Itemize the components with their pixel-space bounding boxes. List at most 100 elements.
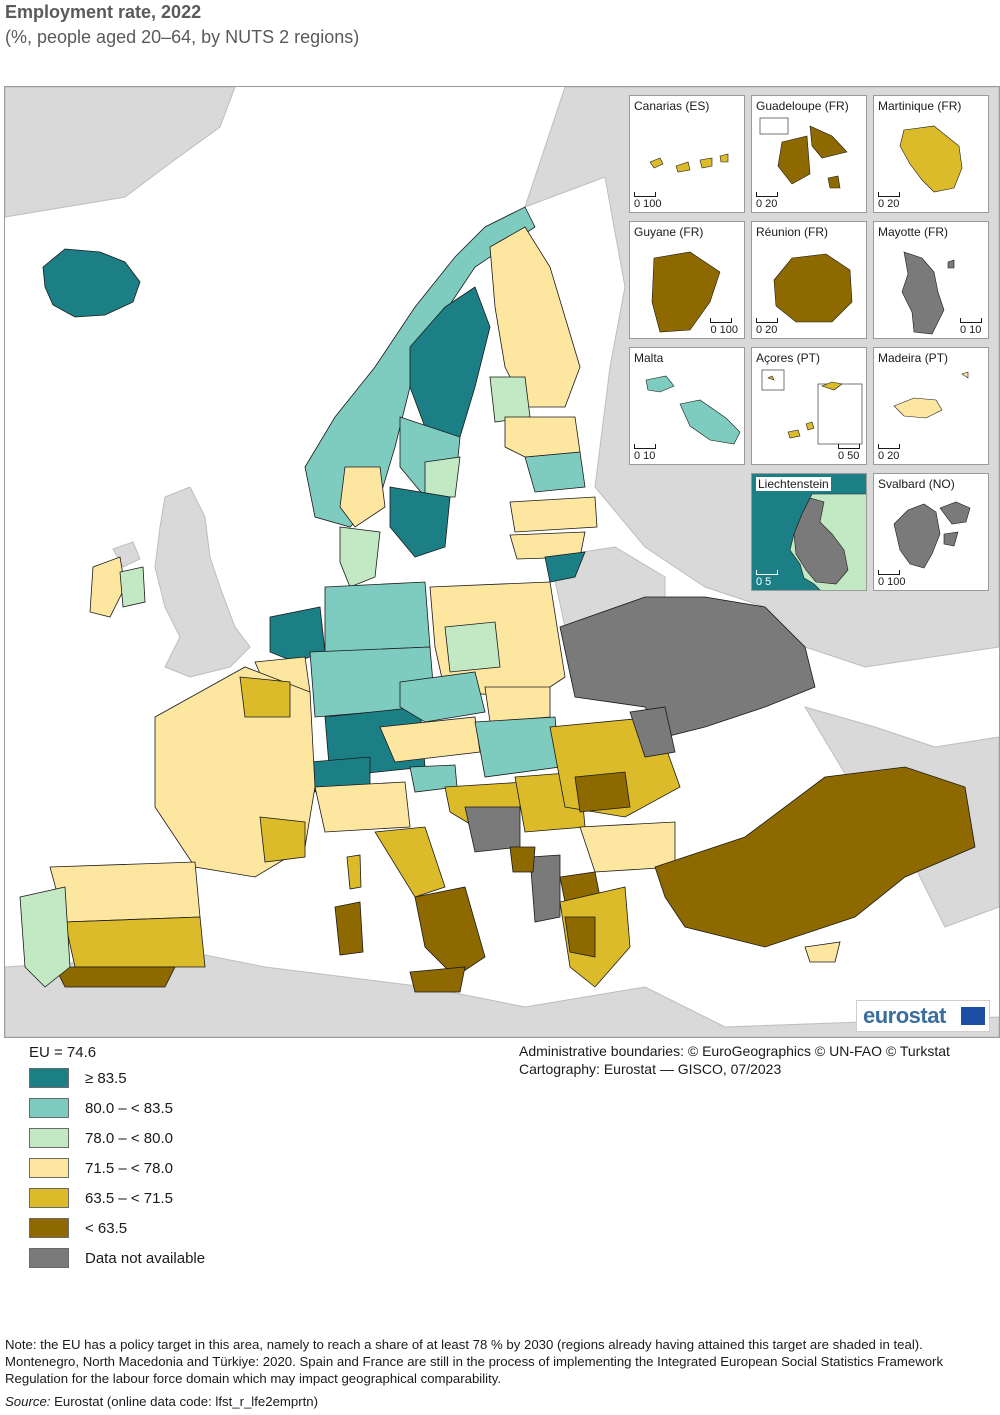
inset-guyane: Guyane (FR) 0 100 xyxy=(629,221,745,339)
inset-acores: Açores (PT) 0 50 xyxy=(751,347,867,465)
region-czechia xyxy=(399,671,486,723)
inset-malta: Malta 0 10 xyxy=(629,347,745,465)
inset-malta-scale: 0 10 xyxy=(634,444,656,462)
source-text: Eurostat (online data code: lfst_r_lfe2e… xyxy=(50,1394,319,1409)
region-moldova xyxy=(629,706,676,758)
map-note: Note: the EU has a policy target in this… xyxy=(5,1337,944,1386)
region-sardinia xyxy=(334,901,364,956)
region-spain-central xyxy=(64,916,206,968)
inset-acores-label: Açores (PT) xyxy=(756,351,821,365)
region-sweden-east xyxy=(424,456,461,498)
eu-flag-icon xyxy=(961,1007,985,1025)
map-title: Employment rate, 2022 xyxy=(5,2,202,22)
inset-acores-shapes xyxy=(761,369,863,445)
legend-label: < 63.5 xyxy=(85,1220,128,1237)
map-credits: Administrative boundaries: © EuroGeograp… xyxy=(519,1042,950,1078)
inset-guadeloupe-scale: 0 20 xyxy=(756,192,778,210)
region-austria xyxy=(379,716,481,763)
region-greece-west xyxy=(564,916,596,958)
inset-svalbard: Svalbard (NO) 0 100 xyxy=(873,473,989,591)
region-denmark xyxy=(339,526,381,588)
region-germany-north xyxy=(324,581,431,653)
region-cyprus xyxy=(804,941,841,963)
inset-malta-shapes xyxy=(645,375,741,445)
region-ireland-west xyxy=(89,556,126,618)
region-spain-north xyxy=(49,861,201,923)
inset-liechtenstein-scale: 0 5 xyxy=(756,570,778,588)
inset-canarias: Canarias (ES) 0 100 xyxy=(629,95,745,213)
region-france-north xyxy=(239,676,291,718)
inset-mayotte-label: Mayotte (FR) xyxy=(878,225,949,239)
inset-madeira-shapes xyxy=(893,371,969,419)
inset-liechtenstein: Liechtenstein 0 5 xyxy=(751,473,867,591)
region-kosovo xyxy=(529,854,561,923)
legend-label: 80.0 – < 83.5 xyxy=(85,1100,173,1117)
region-italy-south xyxy=(414,886,486,978)
region-lithuania xyxy=(544,551,586,583)
inset-reunion-shapes xyxy=(773,253,853,323)
inset-svalbard-shapes xyxy=(893,501,971,569)
legend-swatch xyxy=(29,1158,69,1178)
region-finland-east xyxy=(524,451,586,493)
region-iceland xyxy=(42,248,141,318)
inset-canarias-label: Canarias (ES) xyxy=(634,99,710,113)
inset-guyane-scale: 0 100 xyxy=(710,318,738,336)
region-bulgaria xyxy=(579,821,676,873)
legend-label: 78.0 – < 80.0 xyxy=(85,1130,173,1147)
region-sweden-south xyxy=(389,486,451,558)
inset-martinique-label: Martinique (FR) xyxy=(878,99,962,113)
region-italy-central xyxy=(374,826,446,898)
inset-mayotte-scale: 0 10 xyxy=(960,318,982,336)
inset-malta-label: Malta xyxy=(634,351,664,365)
inset-reunion-label: Réunion (FR) xyxy=(756,225,829,239)
inset-guadeloupe-shapes xyxy=(759,117,848,189)
region-italy-north xyxy=(314,781,411,833)
inset-canarias-scale: 0 100 xyxy=(634,192,662,210)
legend-eu-average: EU = 74.6 xyxy=(29,1044,97,1061)
legend-swatch xyxy=(29,1188,69,1208)
map-frame[interactable]: Canarias (ES) 0 100 Guadeloupe (FR) 0 20… xyxy=(4,86,1000,1038)
inset-guyane-shapes xyxy=(651,251,721,333)
inset-martinique-scale: 0 20 xyxy=(878,192,900,210)
inset-canarias-shapes xyxy=(649,153,729,173)
credits-boundaries: Administrative boundaries: © EuroGeograp… xyxy=(519,1043,950,1059)
region-sicily xyxy=(409,966,466,993)
region-romania-south xyxy=(574,771,631,813)
inset-reunion-scale: 0 20 xyxy=(756,318,778,336)
inset-martinique: Martinique (FR) 0 20 xyxy=(873,95,989,213)
inset-martinique-shapes xyxy=(899,125,963,193)
inset-svalbard-scale: 0 100 xyxy=(878,570,906,588)
legend-swatch xyxy=(29,1098,69,1118)
inset-madeira: Madeira (PT) 0 20 xyxy=(873,347,989,465)
inset-madeira-scale: 0 20 xyxy=(878,444,900,462)
region-turkey xyxy=(654,766,976,948)
legend-label: 63.5 – < 71.5 xyxy=(85,1190,173,1207)
legend-swatch xyxy=(29,1128,69,1148)
inset-reunion: Réunion (FR) 0 20 xyxy=(751,221,867,339)
legend-label: Data not available xyxy=(85,1250,206,1267)
eurostat-logo-text: eurostat xyxy=(863,1003,946,1028)
region-spain-south xyxy=(54,966,176,988)
inset-mayotte: Mayotte (FR) 0 10 xyxy=(873,221,989,339)
inset-acores-scale: 0 50 xyxy=(838,444,860,462)
land-greenland xyxy=(5,87,236,218)
inset-liechtenstein-label: Liechtenstein xyxy=(756,477,831,491)
inset-guadeloupe: Guadeloupe (FR) 0 20 xyxy=(751,95,867,213)
region-finland-west xyxy=(489,376,531,423)
inset-liechtenstein-shapes xyxy=(752,474,866,590)
region-bosnia xyxy=(464,806,521,853)
inset-svalbard-label: Svalbard (NO) xyxy=(878,477,955,491)
legend-label: ≥ 83.5 xyxy=(85,1070,127,1087)
region-montenegro xyxy=(509,846,536,873)
legend-swatch xyxy=(29,1248,69,1268)
legend-swatch xyxy=(29,1068,69,1088)
map-subtitle: (%, people aged 20–64, by NUTS 2 regions… xyxy=(5,27,360,47)
eurostat-logo: eurostat xyxy=(856,1000,990,1032)
region-slovakia xyxy=(484,686,551,723)
inset-madeira-label: Madeira (PT) xyxy=(878,351,949,365)
inset-guyane-label: Guyane (FR) xyxy=(634,225,704,239)
region-ukraine xyxy=(559,596,816,738)
legend-label: 71.5 – < 78.0 xyxy=(85,1160,173,1177)
map-source: Source: Eurostat (online data code: lfst… xyxy=(5,1394,318,1409)
region-sweden-north xyxy=(409,286,491,438)
